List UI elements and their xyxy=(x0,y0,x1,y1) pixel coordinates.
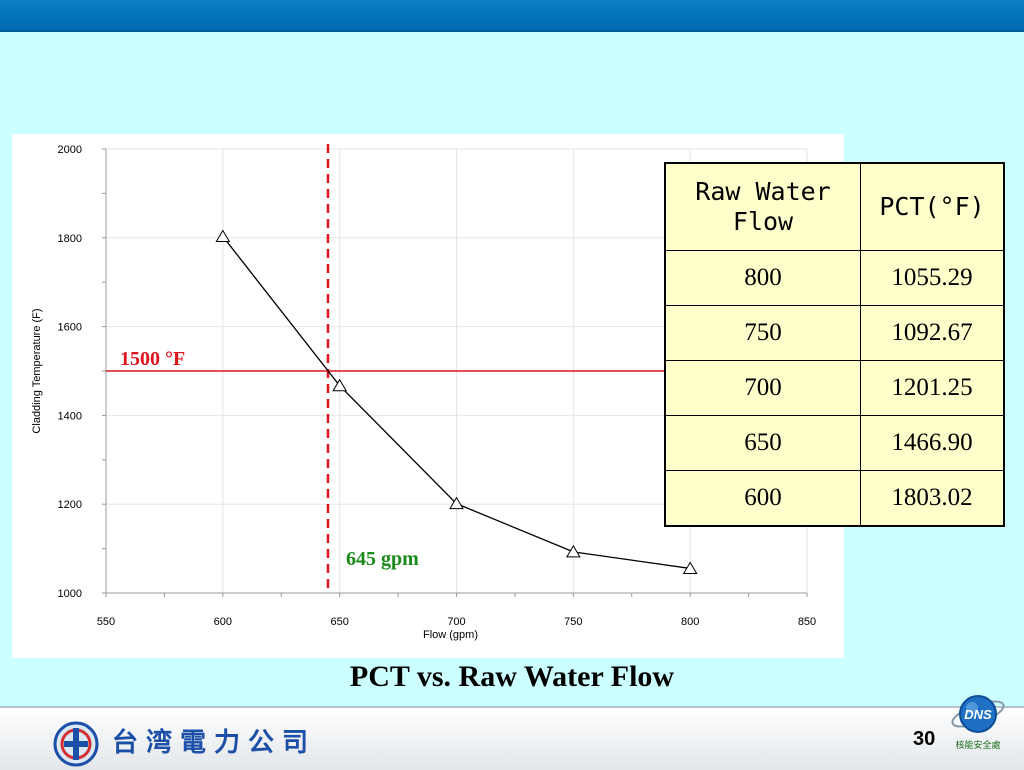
x-axis-title: Flow (gpm) xyxy=(423,629,478,641)
taipower-logo-icon xyxy=(53,721,99,767)
data-point-marker xyxy=(565,544,581,558)
y-axis-title: Cladding Temperature (F) xyxy=(31,308,43,433)
x-tick-label: 750 xyxy=(564,616,582,628)
y-tick-label: 1400 xyxy=(58,410,82,422)
table-cell-flow: 700 xyxy=(664,360,861,416)
table-header-flow: Raw Water Flow xyxy=(664,162,861,251)
data-point-marker xyxy=(332,378,348,392)
threshold-label: 1500 °F xyxy=(120,348,185,370)
y-tick-label: 1800 xyxy=(58,233,82,245)
table-row: 600 1803.02 xyxy=(664,470,1005,527)
table-header-row: Raw Water Flow PCT(°F) xyxy=(664,162,1005,251)
x-tick-label: 600 xyxy=(214,616,232,628)
footer-bar: 台湾電力公司 30 xyxy=(0,706,1024,770)
company-name: 台湾電力公司 xyxy=(112,728,317,758)
table-row: 750 1092.67 xyxy=(664,305,1005,361)
page-number: 30 xyxy=(913,728,936,750)
table-cell-flow: 650 xyxy=(664,415,861,471)
slide-caption: PCT vs. Raw Water Flow xyxy=(349,660,675,693)
x-tick-label: 650 xyxy=(330,616,348,628)
dns-globe-icon: DNS xyxy=(951,695,1005,733)
table-row: 700 1201.25 xyxy=(664,360,1005,416)
y-tick-label: 2000 xyxy=(58,144,82,156)
x-tick-label: 850 xyxy=(798,616,816,628)
x-tick-label: 550 xyxy=(97,616,115,628)
table-cell-pct: 1803.02 xyxy=(860,470,1005,527)
table-cell-flow: 750 xyxy=(664,305,861,361)
table-cell-pct: 1201.25 xyxy=(860,360,1005,416)
table-row: 800 1055.29 xyxy=(664,250,1005,306)
x-tick-label: 700 xyxy=(447,616,465,628)
data-point-marker xyxy=(449,496,464,510)
flow-marker-label: 645 gpm xyxy=(346,548,419,570)
x-tick-label: 800 xyxy=(681,616,699,628)
y-tick-label: 1200 xyxy=(58,499,82,511)
data-table: Raw Water Flow PCT(°F) 800 1055.29 750 1… xyxy=(664,162,1005,527)
table-cell-pct: 1092.67 xyxy=(860,305,1005,361)
table-cell-flow: 600 xyxy=(664,470,861,527)
table-header-pct: PCT(°F) xyxy=(860,162,1005,251)
table-cell-pct: 1466.90 xyxy=(860,415,1005,471)
y-tick-label: 1600 xyxy=(58,322,82,334)
table-row: 650 1466.90 xyxy=(664,415,1005,471)
top-bar xyxy=(0,0,1024,32)
table-header-flow-line2: Flow xyxy=(732,207,794,236)
y-tick-label: 1000 xyxy=(58,588,82,600)
badge-text: 核能安全處 xyxy=(955,741,1001,751)
table-header-flow-line1: Raw Water xyxy=(695,177,831,206)
table-cell-pct: 1055.29 xyxy=(860,250,1005,306)
data-point-marker xyxy=(215,229,231,242)
data-point-marker xyxy=(682,561,698,574)
table-cell-flow: 800 xyxy=(664,250,861,306)
svg-text:DNS: DNS xyxy=(964,707,992,722)
